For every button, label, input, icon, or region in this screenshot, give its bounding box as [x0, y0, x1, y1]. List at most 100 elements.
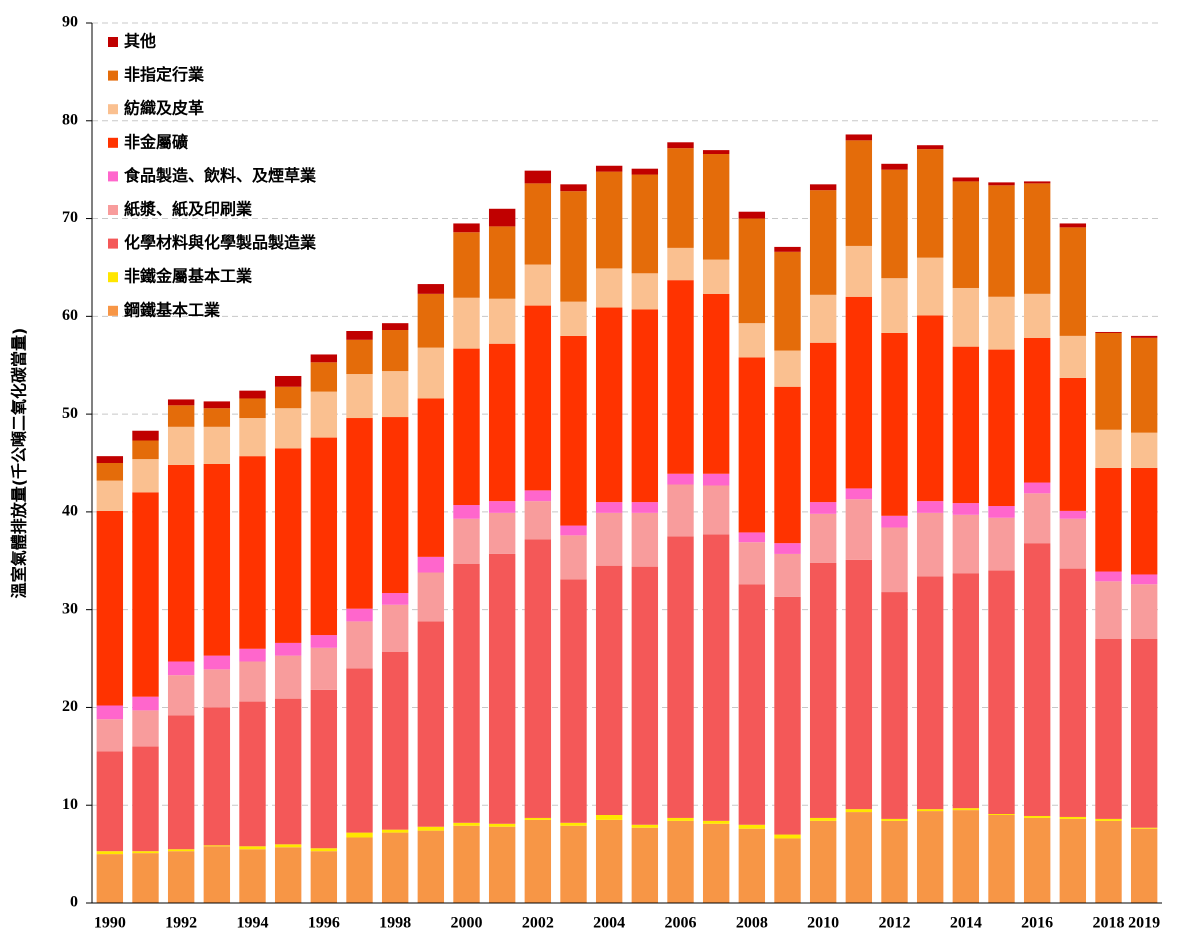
- bar-segment: [381, 651, 409, 830]
- bar-segment: [952, 181, 980, 288]
- x-tick-label: 2016: [1021, 915, 1053, 932]
- bar-segment: [738, 828, 766, 903]
- legend-label: 紙漿、紙及印刷業: [124, 200, 253, 219]
- bar-segment: [988, 349, 1015, 507]
- bar-segment: [916, 576, 944, 810]
- bar-segment: [274, 408, 302, 449]
- bar-segment: [96, 463, 124, 481]
- bar-segment: [631, 824, 659, 828]
- bar-segment: [381, 604, 409, 652]
- bar-segment: [952, 287, 980, 347]
- bar-segment: [774, 386, 801, 544]
- bar-segment: [453, 223, 480, 233]
- bar-segment: [1130, 337, 1158, 433]
- bar-segment: [595, 307, 623, 503]
- bar-segment: [988, 182, 1015, 186]
- bar-segment: [453, 297, 480, 349]
- bar-segment: [988, 506, 1015, 518]
- bar-segment: [667, 473, 694, 485]
- bar-segment: [96, 705, 124, 720]
- bar-segment: [595, 565, 623, 815]
- bar-segment: [631, 827, 659, 903]
- bar-segment: [274, 698, 302, 845]
- bar-segment: [845, 488, 873, 500]
- x-tick-label: 2018: [1093, 915, 1125, 932]
- bar-segment: [239, 456, 266, 649]
- bar-segment: [274, 844, 302, 848]
- bar-segment: [774, 350, 801, 387]
- bar-segment: [239, 849, 266, 903]
- x-tick-label: 2012: [879, 915, 911, 932]
- bar-segment: [488, 826, 516, 903]
- bar-segment: [417, 347, 445, 399]
- bar-segment: [167, 464, 195, 662]
- bar-segment: [952, 177, 980, 182]
- bar-segment: [488, 226, 516, 299]
- bar-segment: [132, 851, 159, 854]
- bar-segment: [203, 463, 231, 656]
- x-tick-label: 2000: [451, 915, 483, 932]
- bar-segment: [524, 183, 552, 265]
- bar-segment: [702, 534, 730, 821]
- bar-segment: [667, 820, 694, 903]
- bar-segment: [845, 296, 873, 489]
- bar-segment: [845, 499, 873, 560]
- bar-segment: [560, 191, 587, 302]
- bar-segment: [239, 701, 266, 847]
- bar-segment: [916, 145, 944, 150]
- bar-segment: [881, 818, 908, 821]
- bar-segment: [667, 536, 694, 818]
- bar-segment: [809, 502, 837, 514]
- bar-segment: [738, 357, 766, 533]
- bar-segment: [809, 342, 837, 503]
- bar-segment: [1130, 827, 1158, 829]
- bar-segment: [167, 661, 195, 676]
- x-tick-label: 2014: [950, 915, 982, 932]
- bar-segment: [488, 208, 516, 227]
- bar-segment: [702, 820, 730, 824]
- bar-segment: [417, 572, 445, 622]
- bar-segment: [417, 293, 445, 348]
- bar-segment: [524, 264, 552, 306]
- bar-segment: [702, 150, 730, 155]
- bar-segment: [916, 811, 944, 903]
- x-tick-label: 1994: [237, 915, 269, 932]
- bar-segment: [203, 401, 231, 409]
- bar-segment: [453, 518, 480, 564]
- bar-segment: [952, 808, 980, 811]
- bar-segment: [346, 832, 373, 838]
- bar-segment: [702, 473, 730, 486]
- x-tick-label: 2004: [593, 915, 625, 932]
- legend-label: 非指定行業: [124, 65, 205, 84]
- bar-segment: [274, 655, 302, 699]
- legend-label: 食品製造、飲料、及煙草業: [123, 166, 317, 185]
- bar-segment: [346, 331, 373, 340]
- bar-segment: [809, 562, 837, 818]
- bar-segment: [774, 596, 801, 835]
- bar-segment: [239, 648, 266, 662]
- bar-segment: [96, 719, 124, 752]
- bar-segment: [631, 502, 659, 513]
- bar-segment: [453, 822, 480, 826]
- bar-segment: [952, 810, 980, 903]
- bar-segment: [845, 140, 873, 246]
- bar-segment: [667, 817, 694, 821]
- x-tick-label: 1992: [165, 915, 197, 932]
- bar-segment: [453, 348, 480, 506]
- bar-segment: [310, 362, 338, 392]
- bar-segment: [488, 343, 516, 502]
- bar-segment: [310, 354, 338, 363]
- bar-segment: [988, 570, 1015, 815]
- bar-segment: [488, 298, 516, 344]
- bar-segment: [488, 823, 516, 827]
- bar-segment: [1023, 337, 1051, 483]
- bar-segment: [1130, 467, 1158, 575]
- bar-segment: [1130, 639, 1158, 828]
- bar-segment: [809, 817, 837, 821]
- legend-swatch: [108, 205, 118, 215]
- bar-segment: [417, 556, 445, 573]
- bar-segment: [988, 185, 1015, 297]
- bar-segment: [738, 211, 766, 219]
- bar-segment: [203, 426, 231, 464]
